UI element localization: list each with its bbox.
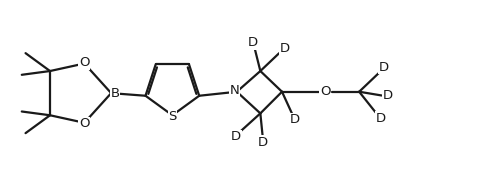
Text: B: B	[110, 87, 120, 100]
Text: D: D	[382, 89, 392, 102]
Text: S: S	[168, 110, 176, 123]
Text: D: D	[231, 130, 241, 143]
Text: N: N	[230, 84, 239, 97]
Text: D: D	[376, 112, 386, 125]
Text: D: D	[379, 61, 389, 74]
Text: O: O	[79, 117, 90, 130]
Text: O: O	[320, 85, 330, 98]
Text: D: D	[290, 113, 300, 126]
Text: D: D	[280, 42, 290, 55]
Text: D: D	[258, 136, 268, 149]
Text: D: D	[248, 36, 258, 49]
Text: O: O	[79, 56, 90, 69]
